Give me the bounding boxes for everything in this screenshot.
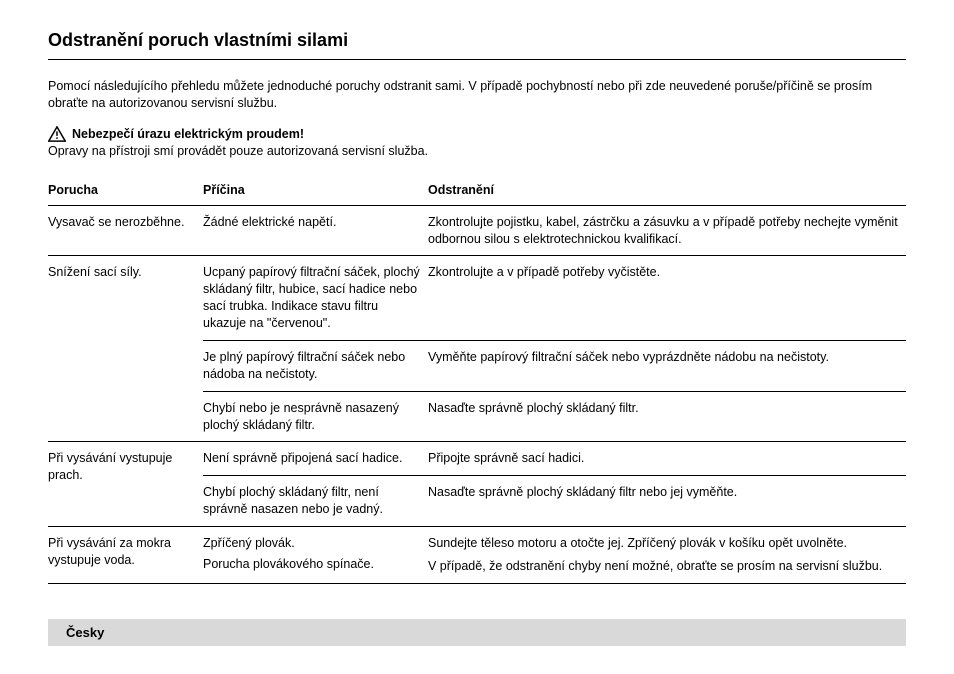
warning-line: Nebezpečí úrazu elektrickým proudem! [48, 126, 906, 142]
table-row: Při vysávání za mokra vystupuje voda. Zp… [48, 527, 906, 583]
cell-remedy: Sundejte těleso motoru a otočte jej. Zpř… [428, 527, 906, 583]
header-remedy: Odstranění [428, 176, 906, 205]
cell-cause-line: Porucha plovákového spínače. [203, 556, 422, 573]
cell-remedy: Zkontrolujte pojistku, kabel, zástrčku a… [428, 205, 906, 255]
cell-problem: Při vysávání vystupuje prach. [48, 442, 203, 526]
cell-remedy: Vyměňte papírový filtrační sáček nebo vy… [428, 340, 906, 390]
cell-cause: Není správně připojená sací hadice. [203, 442, 428, 475]
footer-language-bar: Česky [48, 619, 906, 646]
warning-icon [48, 126, 66, 142]
table-row: Vysavač se nerozběhne. Žádné elektrické … [48, 205, 906, 255]
cell-remedy: Připojte správně sací hadici. [428, 442, 906, 475]
troubleshooting-table: Porucha Příčina Odstranění Vysavač se ne… [48, 176, 906, 584]
table-header-row: Porucha Příčina Odstranění [48, 176, 906, 205]
cell-cause: Je plný papírový filtrační sáček nebo ná… [203, 340, 428, 390]
cell-cause: Zpříčený plovák. Porucha plovákového spí… [203, 527, 428, 583]
warning-title: Nebezpečí úrazu elektrickým proudem! [72, 127, 304, 141]
cell-cause: Ucpaný papírový filtrační sáček, plochý … [203, 256, 428, 340]
cell-cause-line: Zpříčený plovák. [203, 535, 422, 552]
cell-remedy: Zkontrolujte a v případě potřeby vyčistě… [428, 256, 906, 340]
cell-cause: Žádné elektrické napětí. [203, 205, 428, 255]
cell-problem: Snížení sací síly. [48, 256, 203, 442]
title-rule [48, 59, 906, 60]
cell-problem: Při vysávání za mokra vystupuje voda. [48, 527, 203, 583]
header-problem: Porucha [48, 176, 203, 205]
page-title: Odstranění poruch vlastními silami [48, 30, 906, 51]
cell-cause: Chybí plochý skládaný filtr, není správn… [203, 476, 428, 526]
table-row: Snížení sací síly. Ucpaný papírový filtr… [48, 256, 906, 340]
warning-subtext: Opravy na přístroji smí provádět pouze a… [48, 144, 906, 158]
header-cause: Příčina [203, 176, 428, 205]
intro-text: Pomocí následujícího přehledu můžete jed… [48, 78, 906, 112]
cell-remedy-line: V případě, že odstranění chyby není možn… [428, 558, 900, 575]
cell-cause: Chybí nebo je nesprávně nasazený plochý … [203, 391, 428, 441]
table-row: Při vysávání vystupuje prach. Není správ… [48, 442, 906, 475]
cell-remedy: Nasaďte správně plochý skládaný filtr ne… [428, 476, 906, 526]
cell-problem: Vysavač se nerozběhne. [48, 205, 203, 255]
cell-remedy: Nasaďte správně plochý skládaný filtr. [428, 391, 906, 441]
cell-remedy-line: Sundejte těleso motoru a otočte jej. Zpř… [428, 535, 900, 552]
